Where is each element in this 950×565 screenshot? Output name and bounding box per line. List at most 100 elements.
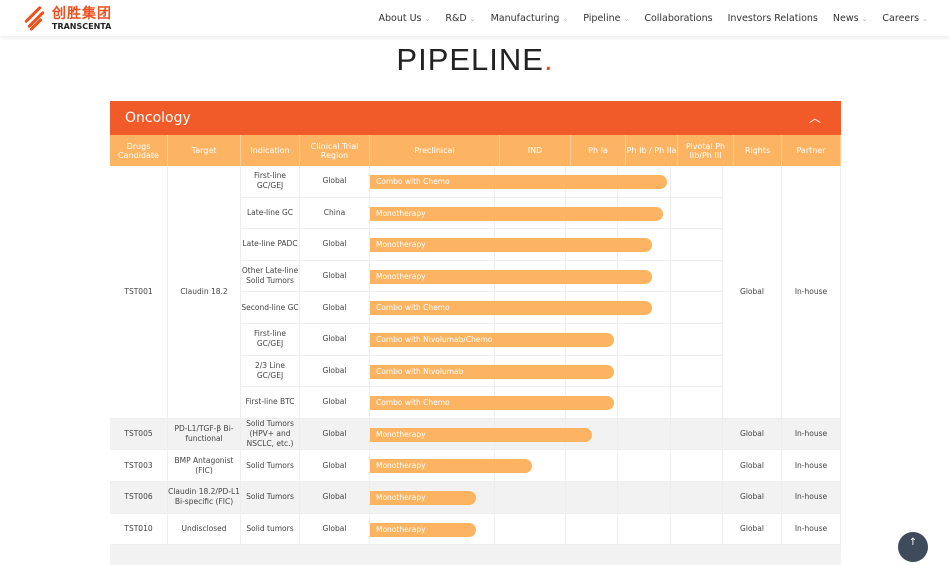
nav-label: Pipeline bbox=[583, 12, 621, 24]
table-row bbox=[110, 545, 841, 565]
nav-item[interactable]: Collaborations bbox=[644, 13, 712, 24]
section-header-oncology[interactable]: Oncology ︿ bbox=[110, 101, 841, 135]
phase-gridline bbox=[617, 513, 618, 546]
trial-region: Global bbox=[300, 166, 370, 198]
column-header: Preclinical bbox=[370, 135, 500, 166]
progress-bar: Monotherapy bbox=[370, 269, 653, 284]
indication: First-line GC/GEJ bbox=[241, 166, 300, 198]
trial-region: Global bbox=[300, 418, 370, 451]
logo[interactable]: 创胜集团 TRANSCENTA bbox=[22, 5, 112, 32]
indication: First-line BTC bbox=[241, 387, 300, 419]
progress-bar: Combo with Nivolumab bbox=[370, 364, 614, 379]
progress-bar: Combo with Chemo bbox=[370, 175, 667, 189]
page-title: PIPELINE. bbox=[396, 42, 554, 77]
phase-gridline bbox=[670, 166, 671, 198]
column-header: IND bbox=[500, 135, 571, 166]
phase-gridline bbox=[670, 482, 671, 514]
target: Claudin 18.2/PD-L1 Bi-specific (FIC) bbox=[168, 482, 241, 514]
indication: Solid Tumors (HPV+ and NSCLC, etc.) bbox=[241, 418, 300, 451]
phase-gridline bbox=[670, 324, 671, 356]
phase-gridline bbox=[565, 450, 566, 482]
nav-label: News bbox=[832, 12, 859, 24]
phase-gridline bbox=[670, 355, 671, 388]
rights: Global bbox=[723, 166, 782, 419]
progress-bar: Combo with Nivolumab/Chemo bbox=[370, 333, 614, 347]
column-header: Ph Ia bbox=[571, 135, 626, 166]
indication: First-line GC/GEJ bbox=[241, 324, 300, 356]
partner: In-house bbox=[782, 418, 841, 451]
drug-candidate: TST001 bbox=[110, 166, 168, 419]
partner: In-house bbox=[782, 450, 841, 482]
trial-region: Global bbox=[300, 513, 370, 546]
partner: In-house bbox=[782, 513, 841, 546]
progress-bar: Monotherapy bbox=[370, 238, 653, 253]
phase-gridline bbox=[670, 513, 671, 546]
indication: Solid tumors bbox=[241, 513, 300, 546]
nav-item[interactable]: News ⌄ bbox=[833, 13, 868, 24]
nav-item[interactable]: Manufacturing ⌄ bbox=[491, 13, 569, 24]
indication: Second-line GC bbox=[241, 292, 300, 324]
progress-bar: Combo with Chemo bbox=[370, 396, 614, 411]
target: Undisclosed bbox=[168, 513, 241, 546]
trial-region: Global bbox=[300, 324, 370, 356]
nav-item[interactable]: Careers ⌄ bbox=[882, 13, 928, 24]
nav-item[interactable]: Pipeline ⌄ bbox=[583, 13, 629, 24]
chevron-down-icon: ⌄ bbox=[623, 14, 630, 23]
progress-bar: Monotherapy bbox=[370, 427, 593, 442]
nav-label: Manufacturing bbox=[490, 12, 560, 24]
indication: Late-line GC bbox=[241, 197, 300, 230]
chevron-up-icon[interactable]: ︿ bbox=[808, 111, 821, 125]
column-header: Clinical Trial Region bbox=[300, 135, 370, 166]
drug-candidate: TST010 bbox=[110, 513, 168, 546]
phase-gridline bbox=[494, 513, 495, 546]
trial-region: Global bbox=[300, 482, 370, 514]
nav-label: Collaborations bbox=[644, 12, 713, 24]
nav-item[interactable]: R&D ⌄ bbox=[445, 13, 475, 24]
chevron-down-icon: ⌄ bbox=[562, 14, 569, 23]
drug-candidate: TST003 bbox=[110, 450, 168, 482]
trial-region: Global bbox=[300, 387, 370, 419]
trial-region: Global bbox=[300, 355, 370, 388]
column-header: Drugs Candidate bbox=[110, 135, 168, 166]
progress-bar: Monotherapy bbox=[370, 491, 476, 505]
column-header: Target bbox=[168, 135, 241, 166]
target: PD-L1/TGF-β Bi-functional bbox=[168, 418, 241, 451]
nav-label: Careers bbox=[882, 12, 920, 24]
back-to-top-button[interactable]: ↑ bbox=[898, 532, 928, 562]
trial-region: Global bbox=[300, 229, 370, 261]
pipeline-panel: Oncology ︿ Drugs Candidate Target Indicatio… bbox=[110, 101, 841, 565]
phase-gridline bbox=[670, 387, 671, 419]
phase-gridline bbox=[617, 387, 618, 419]
logo-en: TRANSCENTA bbox=[52, 21, 112, 31]
rights: Global bbox=[723, 513, 782, 546]
nav-item[interactable]: Investors Relations bbox=[728, 13, 818, 24]
partner: In-house bbox=[782, 166, 841, 419]
drug-candidate: TST006 bbox=[110, 482, 168, 514]
logo-mark-icon bbox=[22, 5, 48, 32]
chevron-down-icon: ⌄ bbox=[861, 14, 868, 23]
column-header: Ph Ib / Ph IIa bbox=[626, 135, 678, 166]
phase-gridline bbox=[670, 292, 671, 324]
nav-item[interactable]: About Us ⌄ bbox=[379, 13, 431, 24]
indication: Solid Tumors bbox=[241, 482, 300, 514]
phase-gridline bbox=[565, 482, 566, 514]
nav-label: R&D bbox=[445, 12, 467, 24]
partner: In-house bbox=[782, 482, 841, 514]
trial-region: Global bbox=[300, 260, 370, 293]
target: BMP Antagonist (FIC) bbox=[168, 450, 241, 482]
phase-gridline bbox=[617, 450, 618, 482]
chevron-down-icon: ⌄ bbox=[469, 14, 476, 23]
chevron-down-icon: ⌄ bbox=[424, 14, 431, 23]
column-header: Rights bbox=[734, 135, 782, 166]
phase-gridline bbox=[494, 482, 495, 514]
phase-gridline bbox=[617, 324, 618, 356]
column-header: Indication bbox=[241, 135, 300, 166]
site-header: 创胜集团 TRANSCENTA About Us ⌄ R&D ⌄ Manufacturin… bbox=[0, 0, 950, 36]
trial-region: Global bbox=[300, 450, 370, 482]
phase-track bbox=[370, 482, 723, 514]
phase-gridline bbox=[565, 513, 566, 546]
column-headers: Drugs Candidate Target Indication Clinical … bbox=[110, 135, 841, 166]
logo-cn: 创胜集团 bbox=[52, 5, 112, 22]
progress-bar: Monotherapy bbox=[370, 206, 663, 221]
rights: Global bbox=[723, 482, 782, 514]
